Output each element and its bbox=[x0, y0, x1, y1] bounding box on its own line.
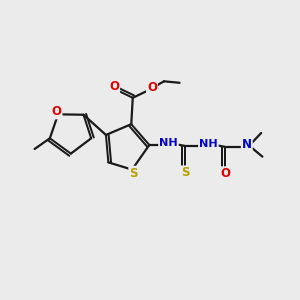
Text: N: N bbox=[242, 139, 252, 152]
Text: S: S bbox=[129, 167, 138, 180]
Text: O: O bbox=[109, 80, 119, 93]
Text: S: S bbox=[181, 167, 189, 179]
Text: NH: NH bbox=[199, 139, 218, 149]
Text: O: O bbox=[220, 167, 230, 180]
Text: O: O bbox=[147, 81, 157, 94]
Text: O: O bbox=[52, 105, 61, 119]
Text: NH: NH bbox=[159, 138, 178, 148]
